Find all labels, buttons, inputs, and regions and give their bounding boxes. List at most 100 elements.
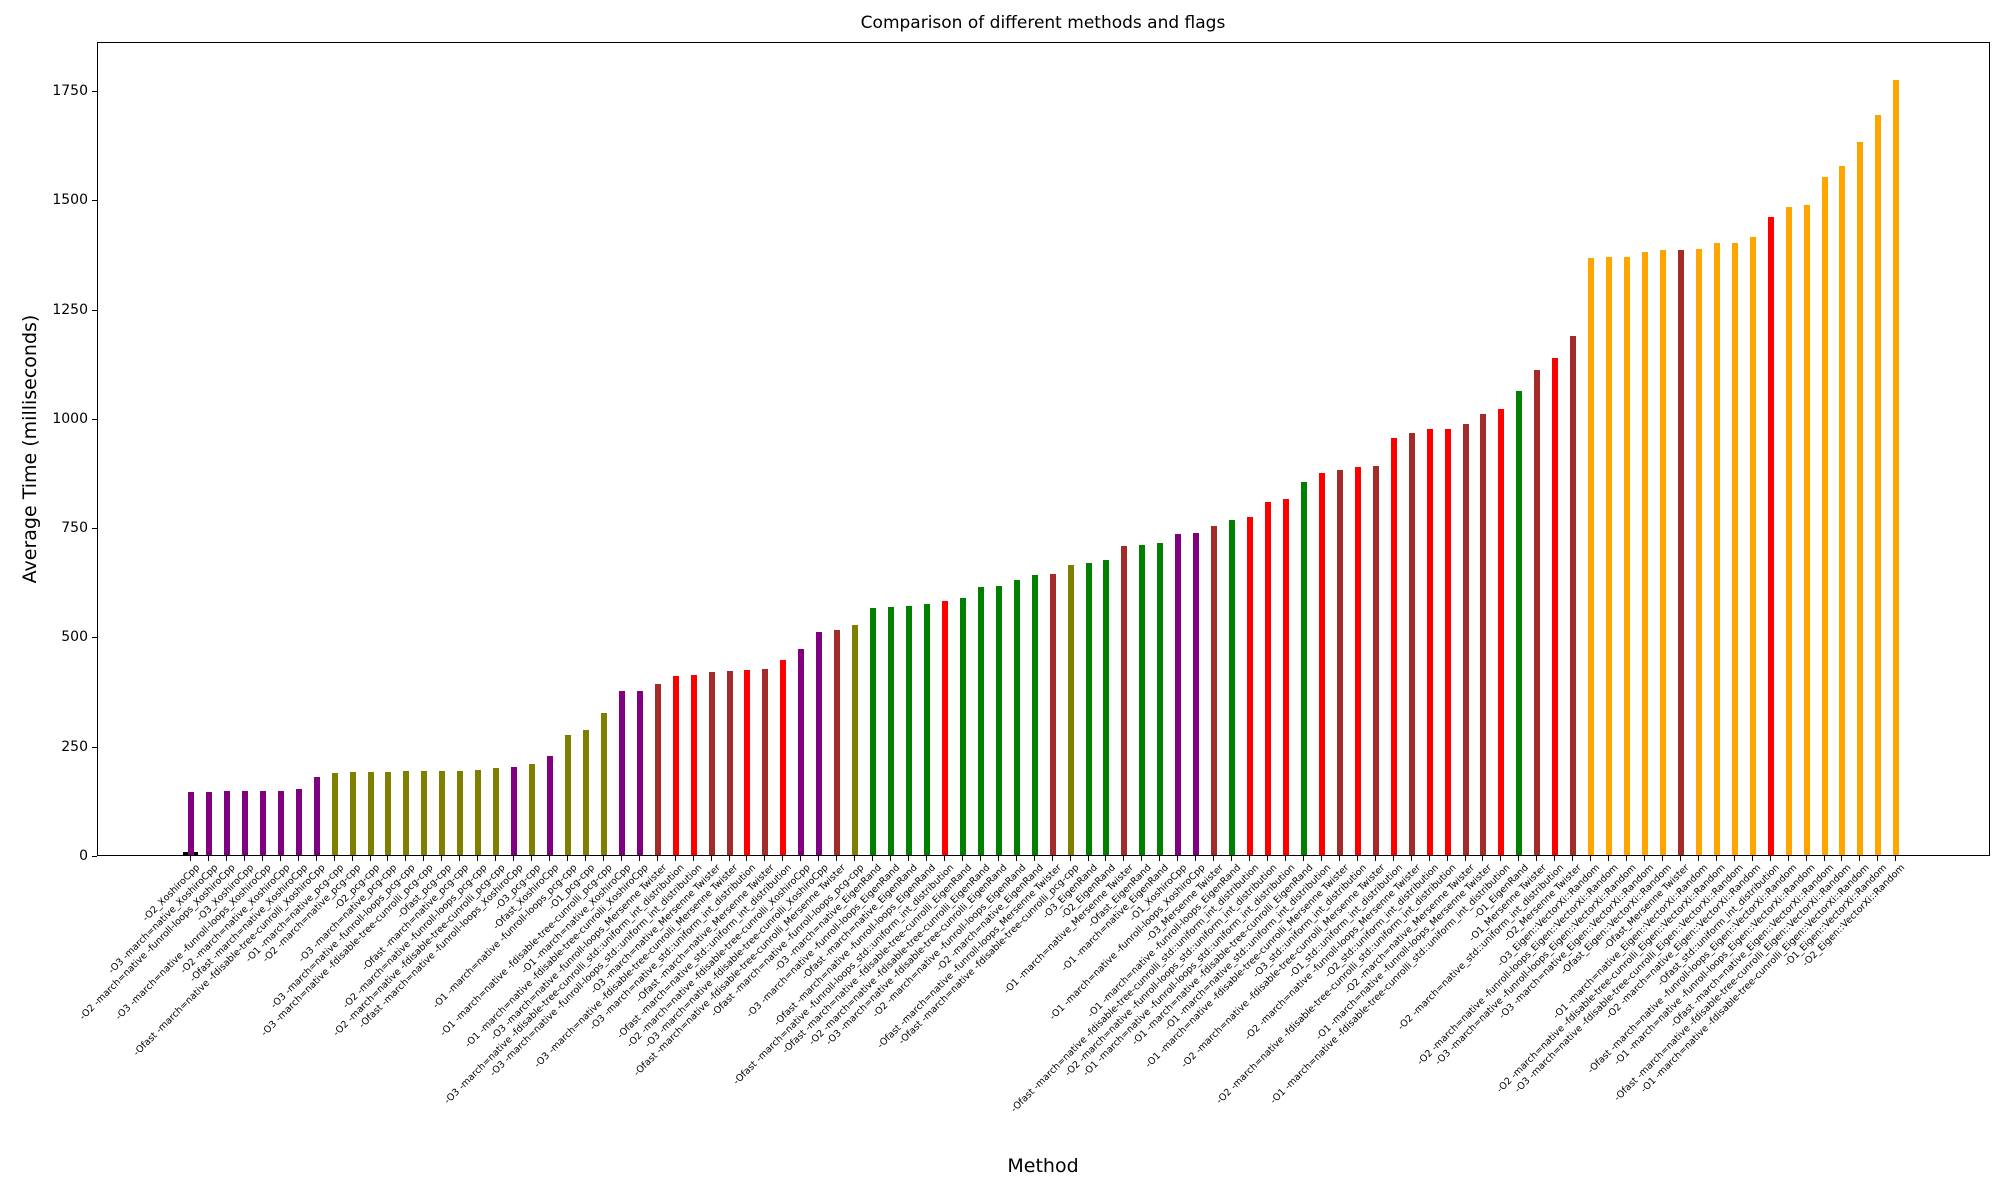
x-tick-mark xyxy=(1518,856,1520,861)
bar xyxy=(457,770,464,855)
bar xyxy=(529,764,535,855)
x-tick-mark xyxy=(925,856,927,861)
bar xyxy=(511,766,518,855)
bar xyxy=(618,691,625,855)
bar xyxy=(888,607,894,855)
x-tick-mark xyxy=(1536,856,1538,861)
x-tick-mark xyxy=(1195,856,1197,861)
x-tick-mark xyxy=(1033,856,1035,861)
x-tick-mark xyxy=(423,856,425,861)
x-tick-mark xyxy=(1697,856,1699,861)
x-tick-mark xyxy=(872,856,874,861)
x-tick-mark xyxy=(1715,856,1717,861)
bar xyxy=(349,771,356,855)
bar xyxy=(1731,243,1738,855)
x-tick-mark xyxy=(764,856,766,861)
bar xyxy=(959,598,966,855)
bar xyxy=(1372,465,1379,855)
x-tick-mark xyxy=(459,856,461,861)
x-tick-mark xyxy=(1087,856,1089,861)
x-tick-mark xyxy=(710,856,712,861)
bar xyxy=(1157,542,1164,855)
x-tick-mark xyxy=(1859,856,1861,861)
bar xyxy=(852,625,859,855)
bar xyxy=(1462,424,1469,855)
x-tick-mark xyxy=(1733,856,1735,861)
y-tick-label: 1250 xyxy=(52,301,88,318)
y-tick-label: 1500 xyxy=(52,192,88,209)
x-tick-mark xyxy=(1267,856,1268,861)
y-tick-label: 500 xyxy=(61,629,88,646)
x-tick-mark xyxy=(638,856,640,861)
x-tick-mark xyxy=(1661,856,1663,861)
x-axis-label: Method xyxy=(1007,1155,1079,1177)
x-tick-mark xyxy=(567,856,568,861)
bar xyxy=(1516,391,1523,855)
bar xyxy=(277,790,284,855)
bar xyxy=(1749,236,1756,855)
bar xyxy=(977,587,984,855)
x-tick-mark xyxy=(1608,856,1609,861)
bar xyxy=(1821,177,1828,855)
bar xyxy=(259,791,266,855)
x-tick-mark xyxy=(1213,856,1215,861)
bar xyxy=(1480,414,1487,855)
bar xyxy=(870,607,877,855)
bar xyxy=(565,735,571,855)
x-tick-mark xyxy=(1374,856,1376,861)
x-tick-mark xyxy=(800,856,802,861)
x-tick-mark xyxy=(1823,856,1825,861)
y-tick-mark xyxy=(92,309,97,311)
x-tick-mark xyxy=(387,856,389,861)
x-tick-mark xyxy=(513,856,515,861)
bar xyxy=(1893,79,1900,855)
bar xyxy=(672,675,679,855)
bar xyxy=(241,791,248,855)
x-tick-mark xyxy=(1787,856,1789,861)
bar xyxy=(1067,564,1074,855)
y-tick-mark xyxy=(92,528,97,530)
bar xyxy=(1265,502,1271,855)
y-tick-mark xyxy=(92,637,97,639)
x-tick-mark xyxy=(1249,856,1250,861)
y-tick-label: 750 xyxy=(61,520,88,537)
x-tick-mark xyxy=(1895,856,1897,861)
bar xyxy=(995,585,1002,855)
x-tick-mark xyxy=(1464,856,1466,861)
x-tick-mark xyxy=(495,856,497,861)
x-tick-mark xyxy=(1751,856,1753,861)
bar xyxy=(205,791,212,855)
bar xyxy=(1336,469,1343,855)
x-tick-mark xyxy=(1302,856,1304,861)
x-tick-mark xyxy=(746,856,748,861)
x-tick-mark xyxy=(1159,856,1161,861)
x-tick-mark xyxy=(584,856,586,861)
x-tick-mark xyxy=(369,856,371,861)
x-tick-mark xyxy=(279,856,281,861)
bar xyxy=(1013,580,1020,855)
bar xyxy=(906,605,912,855)
bar xyxy=(421,771,428,855)
bar xyxy=(600,712,607,855)
x-tick-mark xyxy=(620,856,622,861)
x-tick-mark xyxy=(997,856,999,861)
bar xyxy=(1283,499,1289,855)
y-axis-label: Average Time (milliseconds) xyxy=(19,314,41,584)
y-tick-mark xyxy=(92,746,97,748)
bar xyxy=(923,604,930,855)
x-tick-mark xyxy=(1482,856,1484,861)
bar xyxy=(1570,335,1577,855)
bar xyxy=(1713,243,1720,855)
x-tick-mark xyxy=(1015,856,1017,861)
bar xyxy=(780,659,787,855)
x-tick-mark xyxy=(1392,856,1394,861)
bar xyxy=(1875,115,1882,855)
x-tick-mark xyxy=(1805,856,1807,861)
x-tick-mark xyxy=(1356,856,1358,861)
bar xyxy=(1300,481,1307,855)
x-tick-mark xyxy=(1320,856,1322,861)
bar xyxy=(1642,251,1648,855)
bar xyxy=(1103,559,1110,855)
x-tick-mark xyxy=(979,856,981,861)
bar xyxy=(1588,258,1595,855)
